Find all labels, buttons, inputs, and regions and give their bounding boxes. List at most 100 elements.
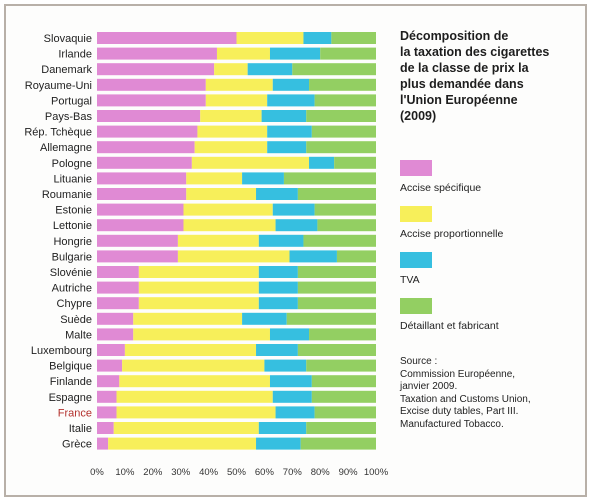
source-line: Excise duty tables, Part III.	[400, 406, 519, 417]
category-label: Rép. Tchèque	[24, 127, 92, 139]
category-label: Lettonie	[53, 220, 92, 232]
bar-segment	[272, 203, 315, 216]
legend-swatch	[400, 206, 432, 222]
category-label: Italie	[69, 423, 92, 435]
category-label: Finlande	[50, 376, 92, 388]
category-label: Irlande	[58, 49, 92, 61]
bar-segment	[267, 125, 312, 138]
bar-segment	[97, 32, 237, 44]
bar-segment	[300, 437, 376, 450]
bar-segment	[205, 94, 268, 107]
category-label: Lituanie	[53, 173, 92, 185]
bar-segment	[242, 172, 284, 185]
bar-segment	[272, 78, 310, 91]
bar-segment	[297, 297, 376, 310]
category-label: Chypre	[57, 298, 92, 310]
bar-segment	[97, 188, 187, 200]
bar-segment	[97, 47, 217, 60]
bar-segment	[289, 250, 337, 263]
bar-segment	[186, 188, 257, 200]
bar-segment	[311, 390, 376, 403]
bar-segment	[97, 141, 195, 154]
bar-segment	[116, 390, 273, 403]
bar-segment	[267, 141, 307, 154]
bar-segment	[124, 344, 257, 356]
title-line: (2009)	[400, 109, 437, 123]
category-label: Bulgarie	[52, 251, 92, 263]
bar-segment	[306, 141, 376, 154]
bar-segment	[297, 266, 376, 278]
title-line: de la classe de prix la	[400, 61, 529, 75]
x-tick-label: 0%	[90, 467, 104, 478]
x-tick-label: 70%	[283, 467, 303, 478]
source-line: Commission Européenne,	[400, 368, 516, 380]
bar-segment	[314, 94, 376, 107]
bar-segment	[97, 250, 178, 263]
bar-segment	[283, 172, 376, 185]
bar-segment	[297, 188, 376, 200]
bar-segment	[191, 156, 310, 169]
bar-segment	[97, 375, 120, 388]
x-tick-label: 40%	[199, 467, 219, 478]
bar-segment	[256, 188, 298, 200]
legend-swatch	[400, 252, 432, 268]
bar-segment	[97, 437, 109, 450]
x-tick-label: 10%	[115, 467, 135, 478]
bar-segment	[269, 328, 310, 341]
bar-segment	[97, 172, 187, 185]
bar-segment	[97, 406, 117, 419]
bar-segment	[309, 78, 376, 91]
bar-segment	[306, 359, 376, 372]
bar-segment	[133, 312, 243, 325]
bar-segment	[275, 406, 315, 419]
chart-title: Décomposition de la taxation des cigaret…	[400, 28, 580, 124]
bar-segment	[133, 328, 270, 341]
bar-segment	[183, 203, 273, 216]
bar-segment	[292, 63, 376, 76]
legend-label: Accise spécifique	[400, 182, 482, 194]
bar-segment	[286, 312, 376, 325]
bar-segment	[97, 125, 198, 138]
bar-segment	[256, 344, 298, 356]
category-label: Pologne	[52, 158, 92, 170]
category-label: Portugal	[51, 95, 92, 107]
x-tick-label: 90%	[339, 467, 359, 478]
legend-swatch	[400, 298, 432, 314]
legend-swatch	[400, 160, 432, 176]
x-tick-label: 30%	[171, 467, 191, 478]
category-label: Grèce	[62, 439, 92, 451]
bar-segment	[314, 406, 376, 419]
bar-segment	[97, 234, 178, 247]
bar-segment	[197, 125, 268, 138]
title-line: plus demandée dans	[400, 77, 524, 91]
bar-segment	[309, 328, 376, 341]
category-label: Royaume-Uni	[25, 80, 92, 92]
bar-segment	[108, 437, 257, 450]
bar-segment	[113, 422, 259, 434]
bar-segment	[297, 344, 376, 356]
bar-segment	[275, 219, 318, 232]
bar-segment	[177, 234, 259, 247]
title-line: la taxation des cigarettes	[400, 45, 550, 59]
source-line: Source :	[400, 356, 438, 367]
bar-segment	[97, 328, 134, 341]
bar-segment	[97, 63, 215, 76]
bar-segment	[97, 156, 192, 169]
x-tick-label: 100%	[364, 467, 389, 478]
bar-segment	[297, 281, 376, 294]
category-label: Suède	[60, 314, 92, 326]
category-label: Malte	[65, 329, 92, 341]
category-label: Espagne	[49, 392, 92, 404]
bar-segment	[320, 47, 376, 60]
bar-segment	[200, 110, 262, 122]
bar-segment	[311, 375, 376, 388]
category-label: Allemagne	[40, 142, 92, 154]
title-line: l'Union Européenne	[400, 93, 518, 107]
bar-segment	[261, 110, 307, 122]
bar-segment	[194, 141, 268, 154]
bar-segment	[317, 219, 376, 232]
bar-segment	[258, 422, 307, 434]
bar-segment	[97, 281, 139, 294]
source-note: Source : Commission Européenne, janvier …	[400, 356, 580, 431]
category-label: Pays-Bas	[45, 111, 93, 123]
